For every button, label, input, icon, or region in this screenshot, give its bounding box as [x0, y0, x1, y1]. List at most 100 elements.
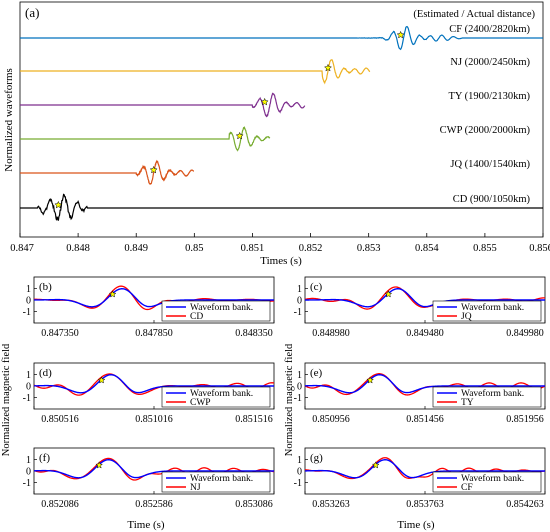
- arrival-star-ty: [260, 97, 269, 106]
- trace-label-jq: JQ (1400/1540km): [450, 159, 530, 170]
- xtick-label: 0.850956: [312, 414, 350, 425]
- right-ylabel: Normalized magnetic field: [284, 343, 295, 456]
- ytick-label: -1: [23, 478, 31, 489]
- ytick-label: 1: [26, 370, 31, 381]
- xtick-label: 0.849480: [406, 328, 444, 339]
- trace-cf: CF (2400/2820km): [20, 24, 543, 51]
- panel-a-ylabel: Normalized waveforms: [3, 68, 15, 172]
- trace-line-nj: [20, 59, 371, 85]
- trace-line-cf: [20, 25, 543, 51]
- trace-cwp: CWP (2000/2000km): [20, 125, 530, 152]
- panel-label: (f): [39, 452, 50, 464]
- ytick-label: 0: [297, 382, 302, 393]
- legend: Waveform bank.CD: [161, 300, 271, 322]
- legend: Waveform bank.CF: [432, 471, 542, 493]
- xtick-label: 0.851456: [406, 414, 444, 425]
- panel-g: 10-1 0.853263 0.853763 0.854263 (g) Waveform …: [294, 447, 546, 510]
- arrival-star-cf: [396, 30, 405, 39]
- panel-label: (g): [310, 452, 323, 464]
- ytick-label: 0: [26, 382, 31, 393]
- panel-a-xlabel: Times (s): [260, 255, 302, 267]
- waveform-bank-line: [304, 374, 545, 394]
- legend: Waveform bank.JQ: [432, 300, 542, 322]
- panel-label: (d): [39, 367, 52, 379]
- legend-label-observed: TY: [461, 398, 474, 408]
- event-star: [108, 290, 117, 298]
- xtick-label: 0.851956: [506, 414, 544, 425]
- observed-line: [33, 457, 275, 481]
- panel-a-xtick-label: 0.847: [10, 243, 34, 254]
- panel-f: 10-1 0.852086 0.852586 0.853086 (f) Waveform …: [23, 447, 275, 510]
- panel-a-xticks: 0.847 0.848 0.849 0.85 0.851 0.852 0.853 0.854 0…: [10, 233, 550, 254]
- xtick-label: 0.849980: [506, 328, 544, 339]
- xtick-label: 0.853763: [406, 499, 444, 510]
- ytick-label: 1: [297, 370, 302, 381]
- ytick-label: 1: [26, 284, 31, 295]
- xtick-label: 0.852586: [135, 499, 173, 510]
- xtick-label: 0.847350: [41, 328, 79, 339]
- small-panels: 10-10.847350 0.847850 0.848350(b)Waveform …: [23, 276, 546, 510]
- event-star: [366, 376, 375, 384]
- panel-a-xtick-label: 0.856: [529, 243, 550, 254]
- trace-line-cd: [20, 193, 543, 221]
- legend-box: [161, 300, 271, 322]
- trace-ty: TY (1900/2130km): [20, 91, 531, 118]
- ytick-label: 0: [26, 296, 31, 307]
- legend-box: [432, 471, 542, 493]
- ytick-label: 1: [297, 284, 302, 295]
- arrival-star-nj: [323, 63, 333, 72]
- ytick-label: 0: [26, 467, 31, 478]
- legend-box: [161, 471, 271, 493]
- xtick-label: 0.851016: [135, 414, 173, 425]
- legend-box: [432, 386, 542, 408]
- legend: Waveform bank.TY: [432, 386, 542, 408]
- panel-a-xtick-label: 0.851: [241, 243, 265, 254]
- right-xlabel: Time (s): [397, 519, 435, 531]
- arrival-star-cd: [54, 200, 63, 209]
- legend-label-bank: Waveform bank.: [461, 388, 524, 399]
- xtick-label: 0.850516: [41, 414, 79, 425]
- trace-line-cwp: [20, 126, 271, 152]
- trace-cd: CD (900/1050km): [20, 193, 543, 221]
- panel-a-xtick-label: 0.854: [415, 243, 439, 254]
- panel-a-xtick-label: 0.85: [185, 243, 203, 254]
- event-star: [97, 376, 106, 384]
- panel-label: (c): [310, 281, 323, 293]
- panel-a: (a) (Estimated / Actual distance) CF (24…: [3, 1, 550, 267]
- xtick-label: 0.848350: [235, 328, 273, 339]
- legend-box: [161, 386, 271, 408]
- xtick-label: 0.853086: [235, 499, 273, 510]
- arrival-star-jq: [149, 165, 158, 174]
- panel-a-xtick-label: 0.848: [66, 243, 90, 254]
- legend-label-bank: Waveform bank.: [461, 473, 524, 484]
- legend-label-bank: Waveform bank.: [190, 388, 253, 399]
- panel-d: 10-1 0.850516 0.851016 0.851516 (d) Waveform …: [23, 362, 275, 425]
- event-star: [384, 290, 393, 298]
- panel-a-xtick-label: 0.852: [299, 243, 323, 254]
- waveform-bank-line: [304, 459, 545, 479]
- xtick-label: 0.847850: [135, 328, 173, 339]
- panel-a-xtick-label: 0.855: [473, 243, 497, 254]
- panel-a-frame: [19, 1, 544, 238]
- trace-jq: JQ (1400/1540km): [20, 159, 531, 185]
- panel-label: (e): [310, 367, 323, 379]
- panel-a-xtick-label: 0.853: [357, 243, 381, 254]
- event-star: [371, 461, 380, 469]
- legend: Waveform bank.NJ: [161, 471, 271, 493]
- left-xlabel: Time (s): [127, 519, 165, 531]
- waveform-bank-line: [34, 288, 274, 308]
- panel-b: 10-1 0.847350 0.847850 0.848350 (b) Waveform …: [23, 276, 275, 339]
- xtick-label: 0.852086: [41, 499, 79, 510]
- ytick-label: -1: [294, 393, 302, 404]
- trace-label-cf: CF (2400/2820km): [449, 24, 530, 35]
- legend: Waveform bank.CWP: [161, 386, 271, 408]
- xtick-label: 0.851516: [235, 414, 273, 425]
- legend-label-observed: CWP: [190, 398, 211, 408]
- legend-label-bank: Waveform bank.: [190, 302, 253, 313]
- trace-label-cd: CD (900/1050km): [453, 194, 531, 205]
- ytick-label: -1: [23, 393, 31, 404]
- ytick-label: -1: [294, 307, 302, 318]
- trace-line-jq: [20, 159, 195, 185]
- waveform-bank-line: [33, 374, 274, 394]
